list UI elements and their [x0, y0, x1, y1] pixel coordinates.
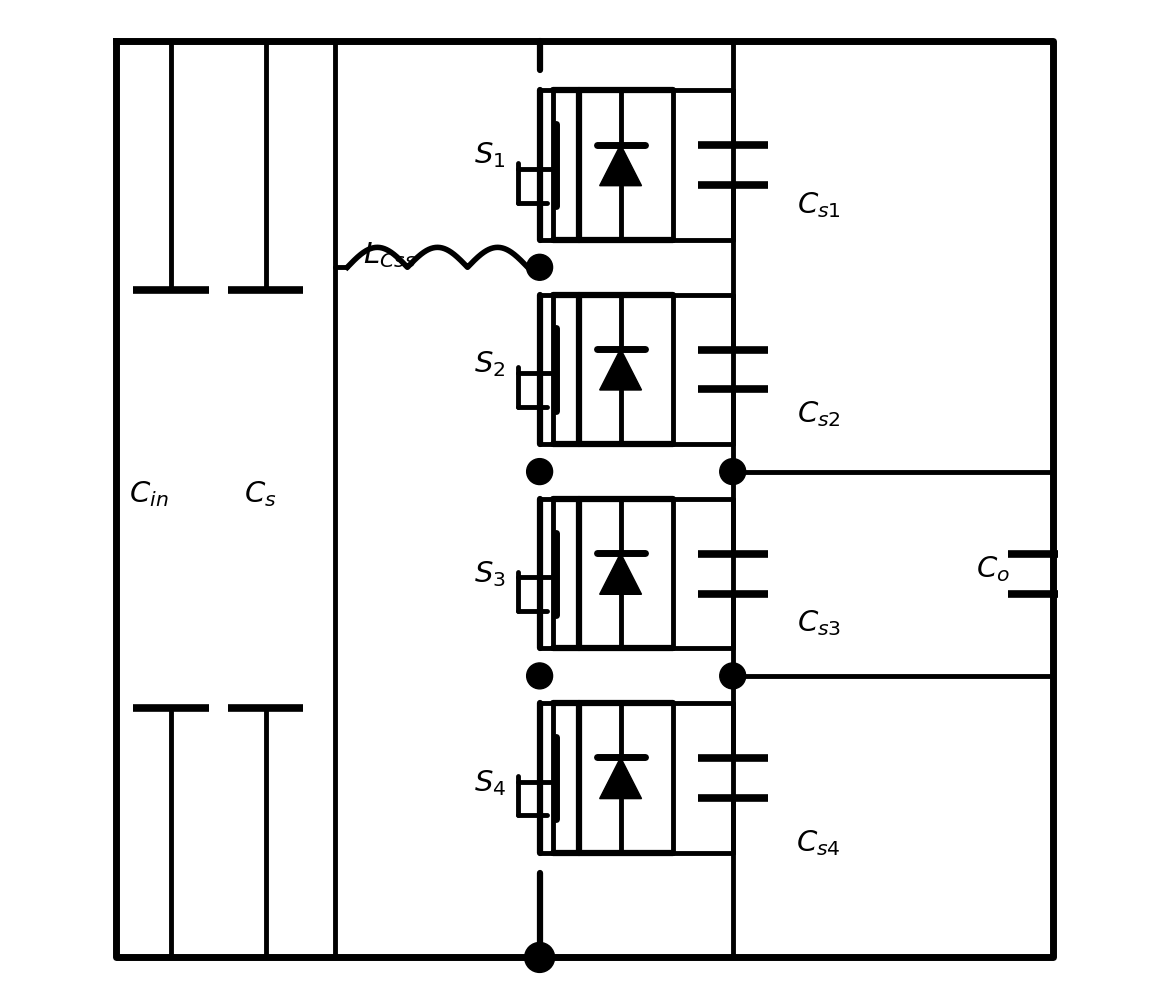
- Circle shape: [526, 459, 553, 485]
- Text: $C_s$: $C_s$: [245, 479, 277, 509]
- Circle shape: [719, 459, 746, 485]
- Text: $S_2$: $S_2$: [475, 349, 506, 379]
- Text: $C_{in}$: $C_{in}$: [129, 479, 169, 509]
- Polygon shape: [600, 145, 641, 186]
- Circle shape: [525, 942, 555, 972]
- Circle shape: [719, 663, 746, 689]
- Text: $S_1$: $S_1$: [475, 141, 506, 170]
- Circle shape: [526, 254, 553, 280]
- Polygon shape: [600, 553, 641, 594]
- Text: $S_4$: $S_4$: [473, 768, 506, 798]
- Polygon shape: [600, 349, 641, 390]
- Text: $C_{s1}$: $C_{s1}$: [796, 190, 841, 220]
- Text: $C_{s4}$: $C_{s4}$: [796, 828, 841, 857]
- Text: $L_{Css}$: $L_{Css}$: [363, 240, 417, 269]
- Circle shape: [526, 663, 553, 689]
- Polygon shape: [600, 757, 641, 798]
- Text: $S_3$: $S_3$: [473, 559, 506, 589]
- Text: $C_{s2}$: $C_{s2}$: [796, 399, 841, 429]
- Text: $C_{s3}$: $C_{s3}$: [796, 609, 841, 639]
- Text: $C_o$: $C_o$: [977, 554, 1010, 584]
